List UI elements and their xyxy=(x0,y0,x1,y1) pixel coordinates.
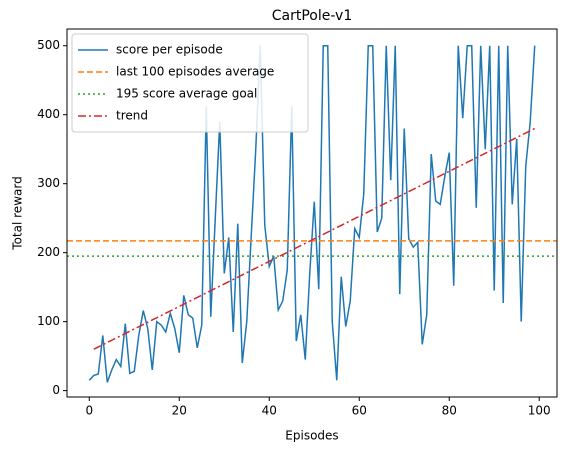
x-tick-label: 20 xyxy=(172,404,187,418)
x-axis-label: Episodes xyxy=(285,429,338,443)
y-tick-label: 100 xyxy=(37,314,60,328)
chart-title: CartPole-v1 xyxy=(272,8,352,24)
legend-label: 195 score average goal xyxy=(116,87,257,101)
legend-box xyxy=(71,33,309,133)
y-tick-label: 400 xyxy=(37,107,60,121)
legend-label: trend xyxy=(116,109,148,123)
series-line xyxy=(88,44,536,383)
x-tick-label: 0 xyxy=(85,404,93,418)
x-tick-label: 60 xyxy=(352,404,367,418)
y-tick-label: 0 xyxy=(52,383,60,397)
y-axis-label: Total reward xyxy=(11,176,25,250)
x-tick-label: 80 xyxy=(442,404,457,418)
series-line xyxy=(93,127,536,350)
x-tick-label: 40 xyxy=(262,404,277,418)
legend-label: last 100 episodes average xyxy=(116,65,274,79)
x-tick-label: 100 xyxy=(528,404,551,418)
plot-frame xyxy=(66,28,558,398)
y-tick-label: 500 xyxy=(37,38,60,52)
y-tick-label: 200 xyxy=(37,245,60,259)
legend-label: score per episode xyxy=(116,43,223,57)
y-tick-label: 300 xyxy=(37,176,60,190)
